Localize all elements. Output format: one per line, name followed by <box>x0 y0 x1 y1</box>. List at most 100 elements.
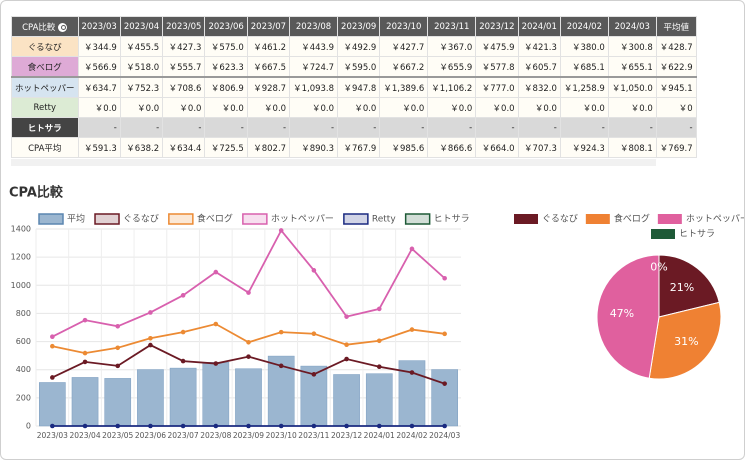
cell: ￥475.9 <box>475 36 519 57</box>
header-text: 2023/09 <box>341 21 377 32</box>
point <box>246 339 251 345</box>
x-tick-label: 2023/11 <box>298 431 329 440</box>
header-text: 2024/02 <box>566 21 602 32</box>
cell: - <box>289 117 339 138</box>
line <box>51 228 446 338</box>
x-tick-label: 2023/03 <box>37 431 68 440</box>
x-tick-label: 2023/09 <box>233 431 264 440</box>
bar <box>137 369 164 427</box>
point <box>148 335 153 341</box>
cell: ￥300.8 <box>607 36 657 57</box>
cell: ￥0.0 <box>162 97 206 118</box>
bar <box>71 377 99 427</box>
point <box>115 345 121 351</box>
cell: - <box>655 117 697 138</box>
cell: ￥890.3 <box>289 137 339 158</box>
header-text: CPA比較 <box>22 22 56 33</box>
legend-label: 食べログ <box>197 213 233 225</box>
header-text: 2023/05 <box>166 21 202 32</box>
cell: - <box>204 117 248 138</box>
point <box>376 423 382 429</box>
cell: - <box>517 117 561 138</box>
point <box>180 423 186 429</box>
header-text: 2024/03 <box>614 21 650 32</box>
cell: ￥0.0 <box>119 97 164 118</box>
cell: ￥655.9 <box>427 56 477 78</box>
header-text: 2023/08 <box>295 21 332 32</box>
cell: ￥928.7 <box>246 76 291 98</box>
cell: ￥802.7 <box>246 137 291 158</box>
bar <box>202 362 230 427</box>
bar <box>169 367 197 427</box>
point <box>311 372 317 377</box>
cell: ￥367.0 <box>427 36 477 57</box>
x-tick-label: 2023/08 <box>200 431 231 440</box>
point <box>180 293 186 298</box>
cell: ￥0.0 <box>427 97 477 118</box>
pie-label: 47% <box>610 307 634 320</box>
legend-swatch <box>168 213 194 225</box>
legend-swatch <box>242 213 268 225</box>
header-text: 2023/06 <box>208 21 244 32</box>
cell: ￥566.9 <box>77 56 121 78</box>
x-tick-label: 2023/12 <box>331 431 362 440</box>
cell: ￥806.9 <box>204 76 248 98</box>
point <box>409 423 415 429</box>
point <box>278 423 284 429</box>
header-text: 2023/10 <box>386 21 422 32</box>
cell: ￥769.7 <box>655 137 697 158</box>
point <box>148 342 153 348</box>
header-cell: 2023/05 <box>162 16 206 37</box>
cell: ￥1,093.8 <box>289 76 339 98</box>
cell: - <box>337 117 381 138</box>
header-cell: CPA比較 <box>11 16 79 37</box>
header-cell: 平均値 <box>655 16 697 37</box>
cell: ￥725.5 <box>204 137 248 158</box>
header-cell: 2023/07 <box>246 16 291 37</box>
cell: - <box>119 117 164 138</box>
cell: ￥0.0 <box>77 97 121 118</box>
point <box>180 358 186 364</box>
point <box>278 329 284 335</box>
cell: ￥380.0 <box>559 36 609 57</box>
x-tick-label: 2024/03 <box>429 431 460 440</box>
cell: - <box>607 117 657 138</box>
legend-label: ホットペッパー <box>271 214 334 225</box>
point <box>213 269 219 275</box>
y-tick-label: 1200 <box>11 253 31 262</box>
row-label: Retty <box>11 97 79 118</box>
cell: ￥443.9 <box>289 36 339 57</box>
legend-swatch <box>514 214 538 224</box>
point <box>213 423 219 429</box>
cell: ￥664.0 <box>475 137 519 158</box>
point <box>442 331 447 337</box>
bar <box>104 378 132 427</box>
pie-label: 0% <box>650 260 667 273</box>
row-label: 食べログ <box>11 56 79 78</box>
point <box>213 361 219 366</box>
y-tick-label: 600 <box>16 337 31 346</box>
header-cell: 2024/03 <box>607 16 657 37</box>
point <box>344 423 349 429</box>
cell: ￥1,389.6 <box>379 76 429 98</box>
point <box>115 423 121 429</box>
point <box>442 381 447 386</box>
cell: ￥1,106.2 <box>427 76 477 98</box>
cell: ￥344.9 <box>77 36 121 57</box>
scrollbar[interactable] <box>11 159 656 166</box>
cell: ￥492.9 <box>337 36 381 57</box>
help-icon[interactable] <box>58 22 68 32</box>
legend-label: ぐるなび <box>123 214 159 225</box>
legend-label: ヒトサラ <box>434 214 470 225</box>
header-cell: 2024/01 <box>517 16 561 37</box>
cell: ￥622.9 <box>655 56 697 78</box>
point <box>409 246 415 252</box>
cell: ￥1,050.0 <box>607 76 657 98</box>
cell: - <box>379 117 429 138</box>
header-text: 2023/07 <box>250 21 287 32</box>
cell: ￥634.4 <box>162 137 206 158</box>
point <box>376 338 382 344</box>
pie-label: 31% <box>674 335 698 348</box>
point <box>115 323 121 329</box>
cell: ￥832.0 <box>517 76 561 98</box>
